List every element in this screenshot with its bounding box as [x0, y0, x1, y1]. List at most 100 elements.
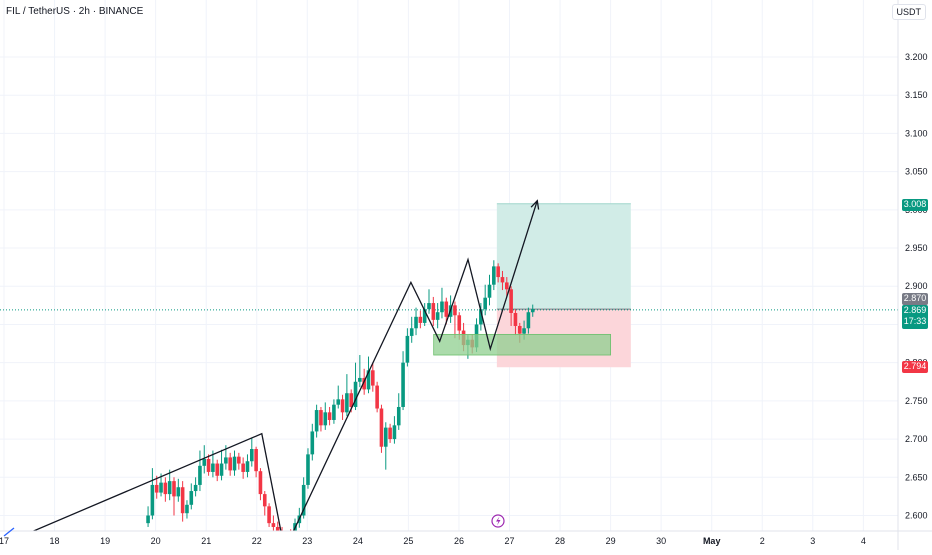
candle-body — [224, 457, 228, 464]
candle-body — [167, 481, 172, 495]
candle-body — [150, 484, 155, 516]
x-tick-label: 30 — [656, 536, 666, 546]
candle-body — [383, 427, 388, 447]
candle-body — [180, 487, 185, 514]
x-tick-label: 26 — [454, 536, 464, 546]
candle-body — [323, 412, 328, 426]
current-price-value: 2.869 — [903, 305, 927, 315]
candle-body — [388, 427, 392, 440]
candle-body — [306, 454, 310, 485]
candle-body — [492, 266, 496, 285]
candle-body — [215, 463, 220, 476]
candle-body — [202, 458, 207, 466]
candle-body — [314, 410, 319, 432]
x-tick-label: 28 — [555, 536, 565, 546]
x-tick-label: 19 — [100, 536, 110, 546]
bar-countdown: 17:33 — [903, 316, 927, 326]
x-tick-label: 17 — [0, 536, 9, 546]
candle-body — [319, 410, 323, 426]
candle-body — [414, 316, 418, 329]
y-tick-label: 2.700 — [905, 434, 928, 444]
x-tick-label: 2 — [760, 536, 765, 546]
lightning-bolt — [496, 516, 501, 526]
candle-body — [146, 515, 150, 524]
pattern-line — [31, 200, 538, 531]
lightning-icon[interactable] — [491, 514, 505, 528]
candle-body — [366, 370, 371, 390]
candle-body — [176, 487, 181, 497]
candle-body — [163, 482, 168, 495]
candle-body — [530, 309, 535, 313]
candle-body — [249, 449, 254, 462]
candle-body — [267, 506, 271, 524]
candle-body — [332, 404, 336, 420]
candle-body — [517, 325, 522, 334]
candle-body — [418, 316, 423, 323]
candle-body — [444, 301, 449, 317]
candle-body — [526, 312, 531, 329]
currency-label[interactable]: USDT — [891, 4, 926, 20]
candle-body — [189, 491, 194, 505]
support-zone — [433, 333, 611, 356]
candle-body — [345, 393, 349, 413]
candle-body — [435, 312, 440, 320]
candle-body — [375, 385, 379, 409]
candle-body — [440, 301, 444, 313]
candle-body — [504, 282, 509, 290]
x-tick-label: May — [703, 536, 721, 546]
candle-body — [289, 535, 293, 540]
candle-body — [500, 277, 505, 283]
candle-body — [336, 399, 341, 405]
candle-body — [280, 532, 284, 542]
candle-body — [392, 425, 397, 440]
y-tick-label: 3.100 — [905, 128, 928, 138]
candle-body — [172, 481, 176, 497]
y-tick-label: 2.650 — [905, 472, 928, 482]
y-tick-label: 2.750 — [905, 396, 928, 406]
candle-body — [206, 458, 211, 472]
candle-body — [232, 456, 237, 471]
y-tick-label: 3.150 — [905, 90, 928, 100]
target-price-tag: 3.008 — [902, 199, 928, 211]
candle-body — [237, 456, 241, 464]
candle-body — [496, 266, 500, 278]
x-tick-label: 4 — [861, 536, 866, 546]
x-tick-label: 24 — [353, 536, 363, 546]
x-tick-label: 21 — [201, 536, 211, 546]
candle-body — [371, 370, 375, 386]
entry-price-tag: 2.870 — [902, 293, 928, 305]
candle-body — [513, 312, 518, 326]
candle-body — [522, 328, 526, 334]
x-tick-label: 23 — [302, 536, 312, 546]
symbol-title[interactable]: FIL / TetherUS · 2h · BINANCE — [6, 6, 144, 17]
candle-body — [275, 526, 280, 531]
y-tick-label: 3.200 — [905, 52, 928, 62]
candle-body — [396, 406, 401, 426]
current-price-tag: 2.869 17:33 — [902, 305, 928, 329]
candle-body — [262, 494, 267, 507]
candle-body — [159, 482, 163, 493]
candle-body — [245, 461, 250, 472]
candle-body — [228, 457, 232, 471]
x-tick-label: 25 — [403, 536, 413, 546]
pattern-arrowhead — [530, 199, 540, 210]
target-zone — [496, 203, 631, 310]
x-tick-label: 20 — [151, 536, 161, 546]
candle-body — [401, 362, 405, 407]
candle-body — [479, 309, 483, 325]
candle-body — [353, 381, 358, 407]
candle-body — [185, 504, 189, 514]
candle-body — [457, 315, 462, 331]
candle-body — [409, 328, 414, 336]
x-tick-label: 22 — [252, 536, 262, 546]
y-tick-label: 2.950 — [905, 243, 928, 253]
candle-body — [431, 303, 436, 320]
candle-body — [483, 297, 487, 310]
candle-body — [405, 335, 410, 363]
y-tick-label: 2.900 — [905, 281, 928, 291]
candle-body — [453, 305, 457, 316]
candle-body — [362, 377, 366, 390]
candle-body — [211, 463, 215, 472]
